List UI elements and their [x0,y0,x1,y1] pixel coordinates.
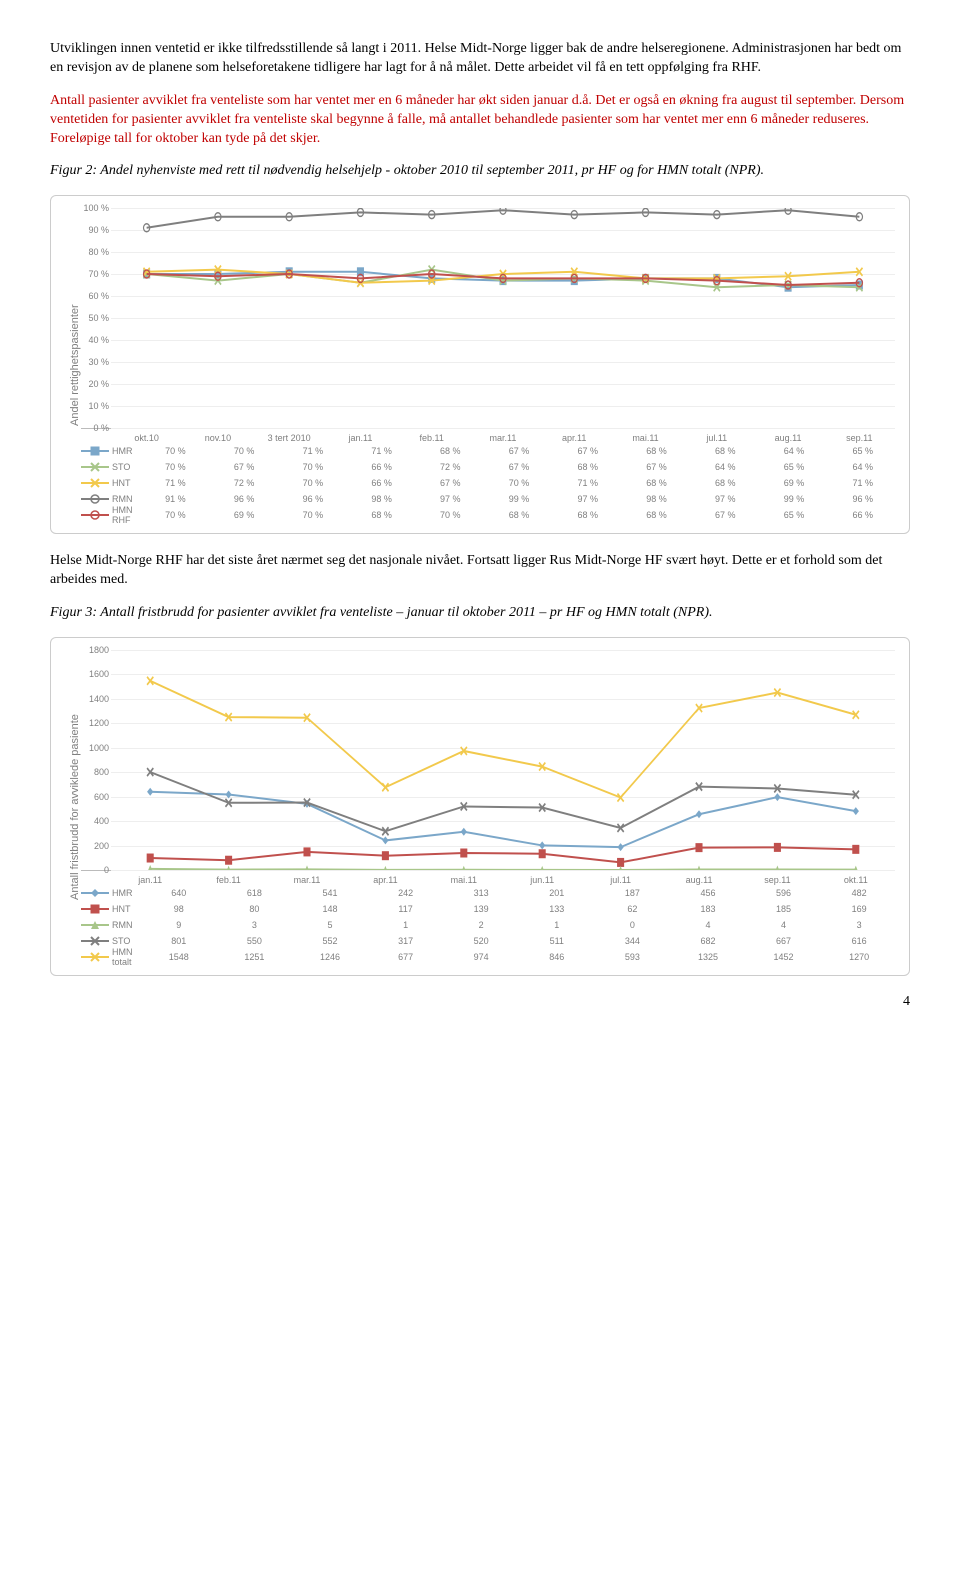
body-paragraph: Helse Midt-Norge RHF har det siste året … [50,552,910,590]
x-axis-labels: okt.10nov.103 tert 2010jan.11feb.11mar.1… [111,429,895,443]
y-axis-label: Andel rettighetspasienter [65,208,81,523]
chart-3: Antall fristbrudd for avviklede pasiente… [50,637,910,976]
x-axis-labels: jan.11feb.11mar.11apr.11mai.11jun.11jul.… [111,871,895,885]
chart-plot: 0 %10 %20 %30 %40 %50 %60 %70 %80 %90 %1… [81,208,895,429]
page-number: 4 [50,994,910,1010]
chart-plot: 020040060080010001200140016001800 [81,650,895,871]
chart-data-table: HMR640618541242313201187456596482HNT9880… [81,885,895,965]
body-paragraph: Utviklingen innen ventetid er ikke tilfr… [50,40,910,78]
y-axis-label: Antall fristbrudd for avviklede pasiente [65,650,81,965]
chart-data-table: HMR70 %70 %71 %71 %68 %67 %67 %68 %68 %6… [81,443,895,523]
figure-caption: Figur 3: Antall fristbrudd for pasienter… [50,604,910,623]
body-paragraph-highlight: Antall pasienter avviklet fra venteliste… [50,92,910,149]
figure-caption: Figur 2: Andel nyhenviste med rett til n… [50,162,910,181]
chart-2: Andel rettighetspasienter 0 %10 %20 %30 … [50,195,910,534]
